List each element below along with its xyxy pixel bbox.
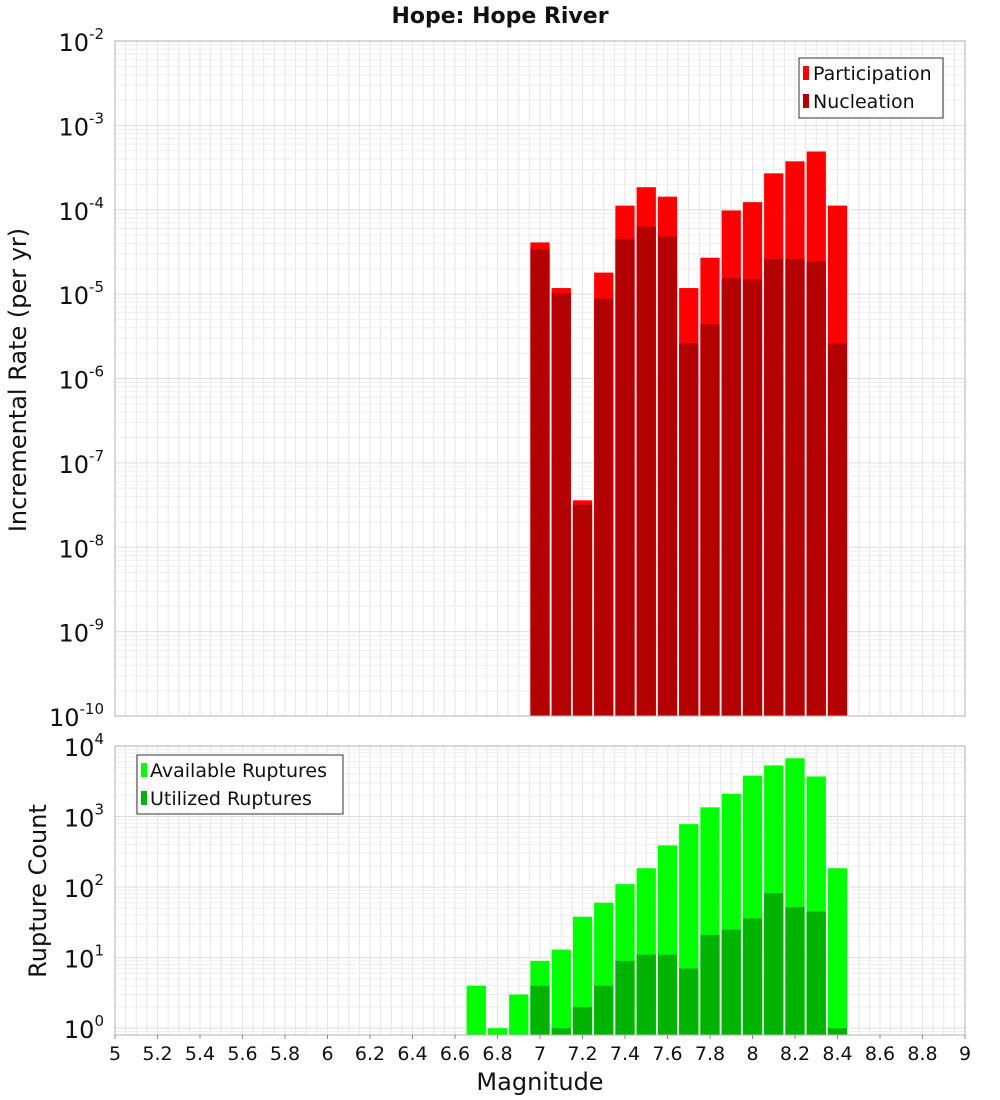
top-y-axis-label: Incremental Rate (per yr) [4, 228, 32, 532]
bar-nucleation [657, 236, 678, 716]
x-tick-label: 5.2 [142, 1043, 172, 1065]
x-tick-label: 8 [746, 1043, 758, 1065]
y-tick-label: 102 [64, 871, 104, 903]
bar-nucleation [615, 239, 635, 716]
y-tick-label: 100 [64, 1012, 104, 1044]
bottom-y-axis-label: Rupture Count [24, 804, 52, 978]
bar-utilized-ruptures [615, 960, 635, 1035]
y-tick-label: 10-4 [58, 194, 104, 226]
bar-utilized-ruptures [679, 968, 699, 1035]
bar-utilized-ruptures [551, 1028, 571, 1035]
top-bars [530, 151, 848, 717]
x-tick-label: 7.6 [652, 1043, 682, 1065]
x-tick-label: 6 [321, 1043, 333, 1065]
bar-available-ruptures [466, 985, 486, 1035]
top-legend-box [798, 57, 944, 119]
bar-nucleation [636, 226, 656, 716]
y-tick-label: 10-8 [58, 531, 104, 563]
bar-utilized-ruptures [785, 907, 805, 1035]
x-tick-labels: 5 5.2 5.4 5.6 5.8 6 6.2 6.4 6.6 6.8 7 7.2 7.4 7.6 7.8 8… [109, 1035, 971, 1065]
x-tick-label: 7 [534, 1043, 546, 1065]
top-panel: 10-10 10-9 10-8 10-7 10-6 10-5 10-4 10-3 10-2 In… [4, 25, 966, 732]
legend-label-participation: Participation [813, 63, 932, 85]
top-frame [114, 40, 966, 717]
bar-available-ruptures [572, 916, 593, 1035]
bottom-y-tick-labels: 100 101 102 103 104 [64, 730, 104, 1044]
bar-available-ruptures [827, 868, 848, 1035]
bar-utilized-ruptures [530, 985, 550, 1035]
x-tick-label: 8.4 [822, 1043, 852, 1065]
bar-nucleation [530, 249, 550, 716]
y-tick-label: 10-2 [58, 25, 104, 57]
y-tick-label: 104 [64, 730, 104, 762]
bar-utilized-ruptures [700, 934, 720, 1035]
x-tick-label: 7.4 [610, 1043, 640, 1065]
bar-utilized-ruptures [827, 1028, 848, 1035]
bar-nucleation [551, 293, 571, 716]
bar-utilized-ruptures [572, 1006, 593, 1035]
x-tick-label: 5 [109, 1043, 121, 1065]
bar-nucleation [594, 298, 614, 716]
bar-utilized-ruptures [742, 918, 763, 1035]
bar-nucleation [764, 259, 784, 716]
x-tick-label: 6.8 [482, 1043, 512, 1065]
bar-nucleation [806, 261, 826, 716]
y-tick-label: 10-7 [58, 447, 104, 479]
bar-utilized-ruptures [721, 929, 741, 1035]
x-tick-label: 7.2 [567, 1043, 597, 1065]
legend-swatch-available [141, 763, 147, 777]
x-axis-label: Magnitude [476, 1068, 603, 1096]
x-tick-label: 6.2 [355, 1043, 385, 1065]
bar-available-ruptures [509, 994, 529, 1035]
y-tick-label: 10-10 [49, 700, 104, 732]
bar-nucleation [721, 278, 741, 716]
bottom-legend: Available Ruptures Utilized Ruptures [136, 754, 344, 815]
y-tick-label: 10-6 [58, 363, 104, 395]
y-tick-label: 10-3 [58, 109, 104, 141]
x-tick-label: 5.8 [270, 1043, 300, 1065]
bar-nucleation [700, 324, 720, 716]
bar-utilized-ruptures [657, 954, 678, 1035]
bar-available-ruptures [487, 1028, 508, 1035]
bar-utilized-ruptures [764, 893, 784, 1035]
bar-nucleation [572, 504, 593, 716]
y-tick-label: 10-5 [58, 278, 104, 310]
x-tick-label: 5.4 [185, 1043, 215, 1065]
y-tick-label: 10-9 [58, 616, 104, 648]
bar-nucleation [742, 279, 763, 716]
bar-nucleation [679, 343, 699, 716]
x-tick-label: 5.6 [227, 1043, 257, 1065]
legend-label-nucleation: Nucleation [813, 91, 915, 113]
legend-swatch-nucleation [803, 94, 809, 108]
legend-label-available: Available Ruptures [150, 760, 327, 782]
top-y-tick-labels: 10-10 10-9 10-8 10-7 10-6 10-5 10-4 10-3 10-2 [49, 25, 104, 732]
bar-available-ruptures [551, 949, 571, 1035]
legend-swatch-participation [803, 66, 809, 80]
y-tick-label: 101 [64, 942, 104, 974]
x-tick-label: 9 [959, 1043, 971, 1065]
x-tick-label: 8.8 [907, 1043, 937, 1065]
bottom-legend-box [136, 754, 344, 815]
x-tick-label: 6.4 [397, 1043, 427, 1065]
legend-swatch-utilized [141, 791, 147, 805]
y-tick-label: 103 [64, 801, 104, 833]
bar-utilized-ruptures [806, 911, 826, 1035]
bottom-panel: 100 101 102 103 104 5 5.2 5.4 5.6 5.8 6 6.2 6.4 6.6 6… [24, 730, 971, 1096]
bar-utilized-ruptures [594, 985, 614, 1035]
x-tick-label: 8.2 [780, 1043, 810, 1065]
x-tick-label: 8.6 [865, 1043, 895, 1065]
bar-utilized-ruptures [636, 954, 656, 1035]
x-tick-label: 6.6 [440, 1043, 470, 1065]
bottom-bars [466, 758, 848, 1035]
bar-nucleation [827, 343, 848, 716]
x-tick-label: 7.8 [695, 1043, 725, 1065]
bar-nucleation [785, 259, 805, 716]
legend-label-utilized: Utilized Ruptures [150, 788, 312, 810]
top-legend: Participation Nucleation [798, 57, 944, 119]
chart-title: Hope: Hope River [391, 4, 608, 29]
